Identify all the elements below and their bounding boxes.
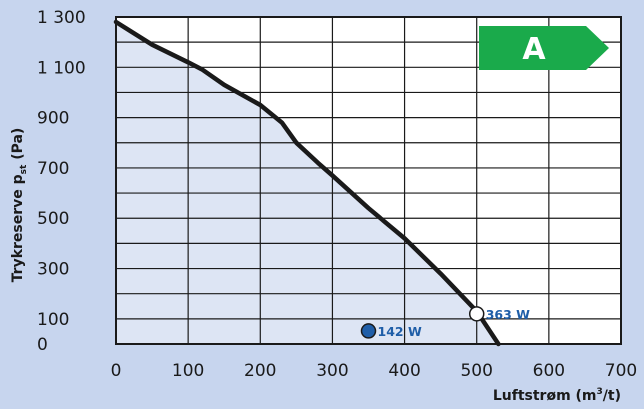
operating-point-marker — [360, 323, 377, 339]
y-axis-title-main: Trykreserve p — [10, 174, 26, 282]
y-tick-label: 500 — [37, 209, 69, 229]
y-axis-title: Trykreserve pst (Pa) — [10, 128, 29, 283]
energy-class-label: A — [522, 32, 546, 67]
plot-border — [115, 16, 622, 345]
y-tick-label: 900 — [37, 109, 69, 129]
y-tick-labels: 0 100 300 500 700 900 1 100 1 300 — [37, 8, 86, 355]
y-tick-label: 1 300 — [37, 8, 86, 28]
x-axis-title-end: /t) — [603, 388, 621, 404]
operating-points: 142 W 363 W — [360, 306, 530, 339]
y-axis-title-end: (Pa) — [10, 128, 26, 165]
x-tick-label: 300 — [316, 361, 348, 381]
y-tick-label: 100 — [37, 310, 69, 330]
y-tick-label: 300 — [37, 260, 69, 280]
x-tick-label: 100 — [172, 361, 204, 381]
x-tick-label: 0 — [111, 361, 122, 381]
x-axis-title: Luftstrøm (m3/t) — [493, 387, 621, 404]
operating-point-marker — [468, 306, 485, 322]
x-tick-label: 700 — [605, 361, 637, 381]
energy-class-arrow — [479, 26, 609, 70]
y-tick-label: 700 — [37, 159, 69, 179]
x-tick-label: 200 — [244, 361, 276, 381]
area-under-curve — [116, 22, 499, 344]
energy-class-badge: A — [479, 26, 609, 70]
y-axis-title-sub: st — [19, 164, 29, 174]
x-axis-title-main: Luftstrøm (m — [493, 388, 597, 404]
y-tick-label: 0 — [37, 335, 48, 355]
operating-point-label: 142 W — [378, 324, 422, 339]
x-axis-title-sup: 3 — [597, 387, 603, 397]
x-tick-labels: 0 100 200 300 400 500 600 700 — [111, 361, 638, 381]
y-tick-label: 1 100 — [37, 58, 86, 78]
x-tick-label: 600 — [533, 361, 565, 381]
x-tick-label: 500 — [460, 361, 492, 381]
operating-point-label: 363 W — [486, 307, 530, 322]
fan-curve-line — [113, 19, 501, 347]
x-tick-label: 400 — [388, 361, 420, 381]
